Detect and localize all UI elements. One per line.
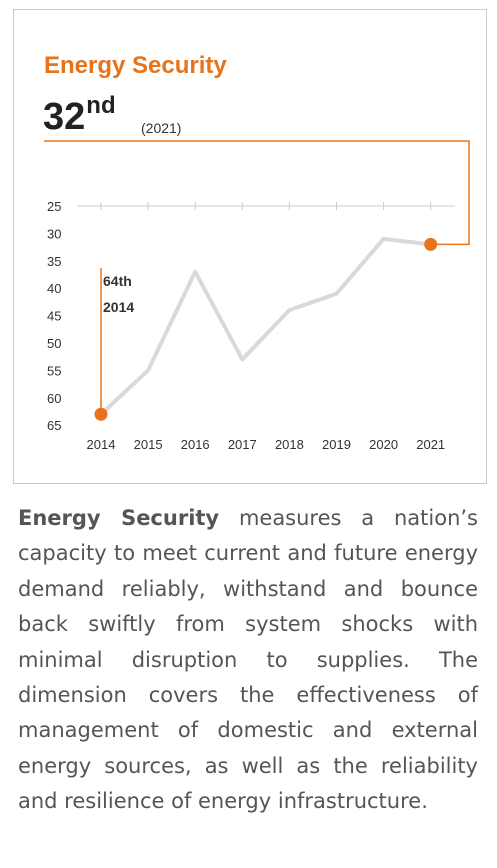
rank-suffix: nd (86, 92, 116, 119)
annotation-rank-2014: 64th (103, 273, 132, 289)
y-tick-label: 30 (47, 226, 61, 241)
y-tick-label: 60 (47, 391, 61, 406)
rank-value: 32nd (43, 92, 116, 139)
y-tick-label: 25 (47, 199, 61, 214)
chart-card (13, 9, 487, 484)
series-path (99, 236, 433, 417)
x-tick-label: 2016 (181, 437, 210, 452)
x-tick-label: 2017 (228, 437, 257, 452)
rank-connector (44, 140, 470, 246)
y-tick-label: 50 (47, 336, 61, 351)
y-tick-label: 40 (47, 281, 61, 296)
y-tick-label: 35 (47, 254, 61, 269)
description-lead: Energy Security (18, 506, 220, 530)
series-line (99, 236, 433, 417)
x-tick-label: 2021 (416, 437, 445, 452)
rank-number: 32 (43, 96, 86, 138)
chart-annotations: 64th 2014 (100, 268, 134, 415)
x-tick-label: 2015 (134, 437, 163, 452)
highlight-points (94, 237, 438, 421)
chart-title: Energy Security (44, 52, 227, 79)
point-2021 (424, 237, 438, 251)
x-tick-label: 2018 (275, 437, 304, 452)
x-tick-label: 2019 (322, 437, 351, 452)
y-tick-label: 65 (47, 418, 61, 433)
x-tick-label: 2014 (87, 437, 116, 452)
description-paragraph: Energy Security measures a nation’s capa… (18, 501, 478, 820)
chart-axes: 25 30 35 40 45 50 55 60 65 2014 2015 2016 2017 2018 20… (47, 199, 455, 452)
line-chart: 25 30 35 40 45 50 55 60 65 2014 2015 2016 2017 2018 20… (44, 140, 470, 452)
point-2014 (94, 407, 108, 421)
annotation-year-2014: 2014 (103, 299, 134, 315)
headline-connector-2021 (44, 140, 470, 246)
x-tick-label: 2020 (369, 437, 398, 452)
description-text: measures a nation’s capacity to meet cur… (18, 506, 478, 814)
y-tick-label: 45 (47, 309, 61, 324)
y-tick-label: 55 (47, 363, 61, 378)
rank-year: (2021) (141, 120, 182, 136)
